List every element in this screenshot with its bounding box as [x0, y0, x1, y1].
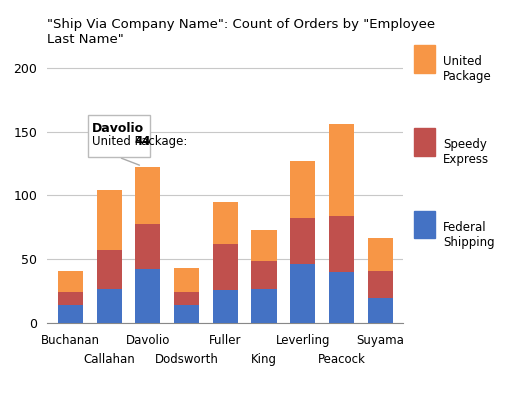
Text: Fuller: Fuller	[209, 334, 242, 347]
Text: Peacock: Peacock	[318, 353, 365, 366]
Bar	[368, 271, 393, 297]
Text: Speedy
Express: Speedy Express	[443, 138, 489, 166]
Text: 44: 44	[134, 136, 151, 149]
Bar	[96, 250, 122, 289]
Bar	[96, 289, 122, 323]
Bar	[252, 260, 277, 289]
Bar	[290, 218, 315, 264]
Bar	[329, 216, 354, 272]
Bar	[135, 223, 160, 269]
Bar	[96, 190, 122, 250]
Text: Davolio: Davolio	[126, 334, 170, 347]
Bar	[252, 230, 277, 260]
Bar	[213, 244, 238, 290]
Bar	[329, 124, 354, 216]
Bar	[252, 289, 277, 323]
FancyBboxPatch shape	[88, 115, 150, 157]
Bar	[174, 305, 199, 323]
Bar	[213, 202, 238, 244]
Text: Dodsworth: Dodsworth	[155, 353, 219, 366]
Bar	[58, 271, 83, 292]
Text: Federal
Shipping: Federal Shipping	[443, 221, 495, 249]
Text: United Package:: United Package:	[92, 136, 191, 149]
Text: Leverling: Leverling	[276, 334, 330, 347]
Text: Buchanan: Buchanan	[41, 334, 100, 347]
Bar	[174, 268, 199, 292]
Bar	[213, 290, 238, 323]
Text: Suyama: Suyama	[356, 334, 404, 347]
Bar	[135, 167, 160, 223]
Bar	[290, 264, 315, 323]
Bar	[58, 305, 83, 323]
Text: King: King	[251, 353, 277, 366]
Text: "Ship Via Company Name": Count of Orders by "Employee
Last Name": "Ship Via Company Name": Count of Orders…	[47, 18, 435, 46]
Text: United
Package: United Package	[443, 55, 492, 83]
Bar	[58, 292, 83, 305]
Bar	[135, 269, 160, 323]
Bar	[174, 292, 199, 305]
Bar	[329, 272, 354, 323]
Bar	[368, 238, 393, 271]
Text: Callahan: Callahan	[83, 353, 135, 366]
Text: Davolio: Davolio	[92, 121, 144, 134]
Bar	[290, 161, 315, 218]
Bar	[368, 297, 393, 323]
